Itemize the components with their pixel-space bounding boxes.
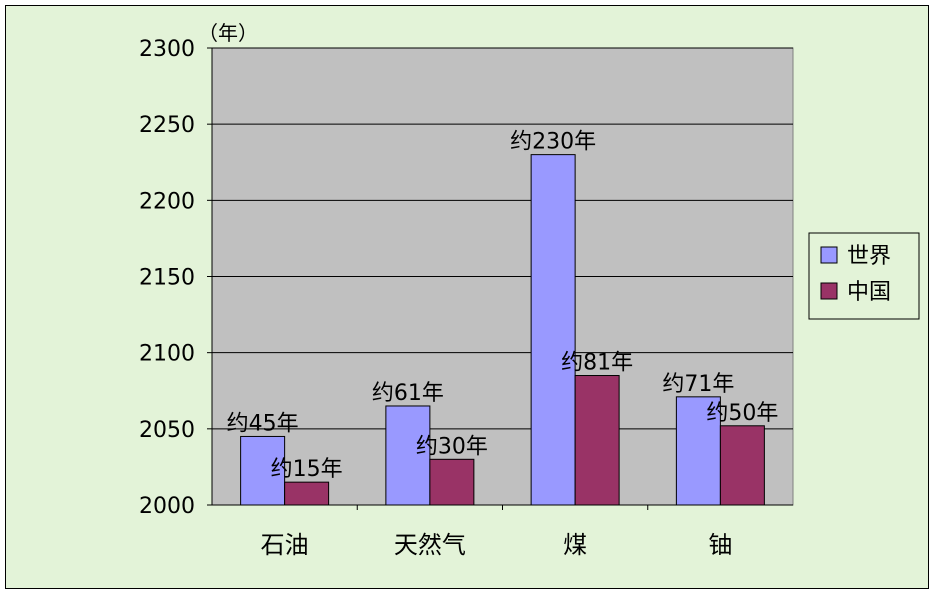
bar-china	[719, 425, 765, 506]
bar-china	[429, 458, 475, 506]
y-axis-unit-label: （年）	[198, 21, 258, 45]
bar-data-label: 约61年	[372, 381, 444, 406]
x-category-label: 煤	[563, 531, 587, 559]
bar-data-label: 约45年	[227, 411, 299, 436]
y-tick-label: 2250	[139, 113, 195, 138]
bar-china	[574, 375, 620, 506]
bar-china	[284, 481, 330, 506]
bar-world	[530, 154, 576, 506]
legend-label: 中国	[847, 280, 891, 305]
y-tick-label: 2300	[139, 37, 195, 62]
y-tick-label: 2150	[139, 266, 195, 291]
y-tick-label: 2200	[139, 189, 195, 214]
bar-chart: 2000 2050 2100 2150 2200 2250 2300（年） 石油 约45年约15…	[139, 21, 920, 559]
y-tick-label: 2100	[139, 342, 195, 367]
bar-data-label: 约30年	[416, 434, 488, 459]
legend-swatch	[820, 246, 838, 264]
bar-world	[385, 405, 431, 506]
bar-data-label: 约15年	[271, 457, 343, 482]
bar-data-label: 约71年	[662, 372, 734, 397]
bar-data-label: 约81年	[561, 351, 633, 376]
x-category-label: 石油	[261, 531, 309, 559]
y-tick-label: 2000	[139, 494, 195, 519]
legend-label: 世界	[847, 244, 891, 269]
bar-data-label: 约50年	[706, 401, 778, 426]
bar-data-label: 约230年	[510, 130, 596, 155]
bar-world	[675, 396, 721, 506]
y-tick-label: 2050	[139, 418, 195, 443]
x-category-label: 铀	[708, 531, 732, 559]
bar-world	[240, 435, 286, 506]
x-category-label: 天然气	[394, 531, 466, 559]
chart-frame: 2000 2050 2100 2150 2200 2250 2300 （年） 石油 约45年约15…	[5, 5, 929, 589]
legend-swatch	[820, 282, 838, 300]
